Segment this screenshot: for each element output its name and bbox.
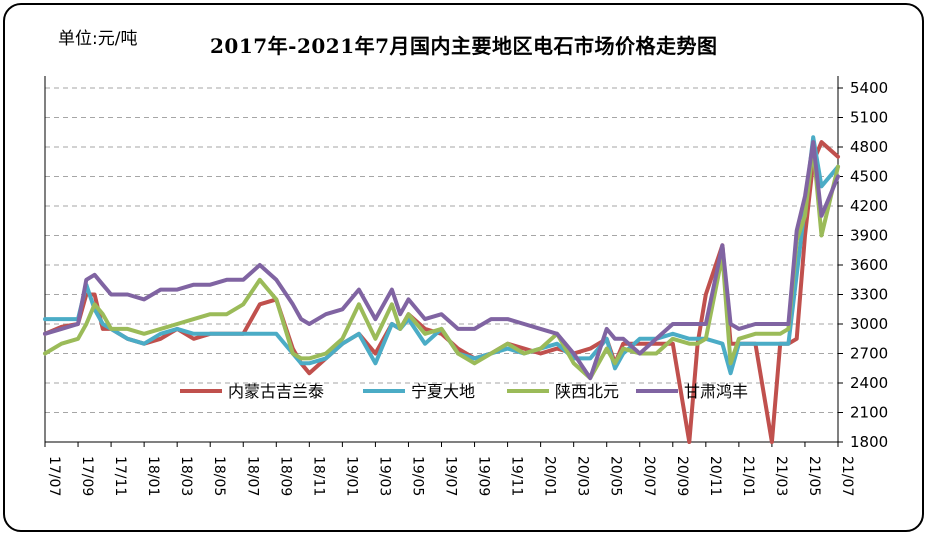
y-tick-label: 3900	[850, 227, 888, 245]
x-tick-label: 21/01	[740, 456, 756, 496]
chart-frame	[3, 3, 924, 532]
y-tick-label: 2100	[850, 404, 888, 422]
x-tick-label: 19/05	[409, 456, 425, 496]
x-tick-label: 18/07	[244, 456, 260, 496]
x-tick-label: 20/09	[674, 456, 690, 496]
x-tick-label: 17/09	[79, 456, 95, 496]
y-tick-label: 3300	[850, 286, 888, 304]
x-tick-label: 19/11	[509, 456, 525, 496]
x-tick-label: 21/05	[806, 456, 822, 496]
series-line-3	[43, 145, 840, 381]
x-tick-label: 19/09	[476, 456, 492, 496]
y-tick-label: 3600	[850, 256, 888, 274]
y-tick-label: 2400	[850, 374, 888, 392]
x-tick-label: 19/07	[443, 456, 459, 496]
x-tick-label: 17/07	[46, 456, 62, 496]
y-tick-label: 3000	[850, 315, 888, 333]
x-tick-label: 21/03	[773, 456, 789, 496]
x-tick-label: 18/09	[277, 456, 293, 496]
x-tick-label: 18/11	[310, 456, 326, 496]
series-line-4	[43, 140, 840, 381]
x-tick-label: 20/07	[641, 456, 657, 496]
legend-label-4: 甘肃鸿丰	[684, 382, 748, 401]
y-tick-label: 1800	[850, 433, 888, 451]
x-tick-label: 20/03	[575, 456, 591, 496]
y-tick-label: 4800	[850, 138, 888, 156]
x-tick-label: 18/03	[178, 456, 194, 496]
x-tick-label: 19/01	[343, 456, 359, 496]
x-tick-label: 19/03	[376, 456, 392, 496]
legend-label-2: 宁夏大地	[411, 382, 475, 401]
legend-label-1: 内蒙古吉兰泰	[228, 382, 324, 401]
chart-title: 2017年-2021年7月国内主要地区电石市场价格走势图	[210, 34, 718, 58]
y-tick-label: 4500	[850, 168, 888, 186]
x-tick-label: 21/07	[839, 456, 855, 496]
unit-label: 单位:元/吨	[58, 29, 138, 49]
x-tick-label: 20/05	[608, 456, 624, 496]
x-tick-label: 18/05	[211, 456, 227, 496]
legend-label-3: 陕西北元	[555, 382, 619, 401]
x-tick-label: 20/01	[542, 456, 558, 496]
y-tick-label: 5100	[850, 109, 888, 127]
x-tick-label: 17/11	[112, 456, 128, 496]
y-tick-label: 5400	[850, 79, 888, 97]
x-tick-label: 20/11	[707, 456, 723, 496]
y-tick-label: 4200	[850, 197, 888, 215]
x-tick-label: 18/01	[145, 456, 161, 496]
y-tick-label: 2700	[850, 345, 888, 363]
